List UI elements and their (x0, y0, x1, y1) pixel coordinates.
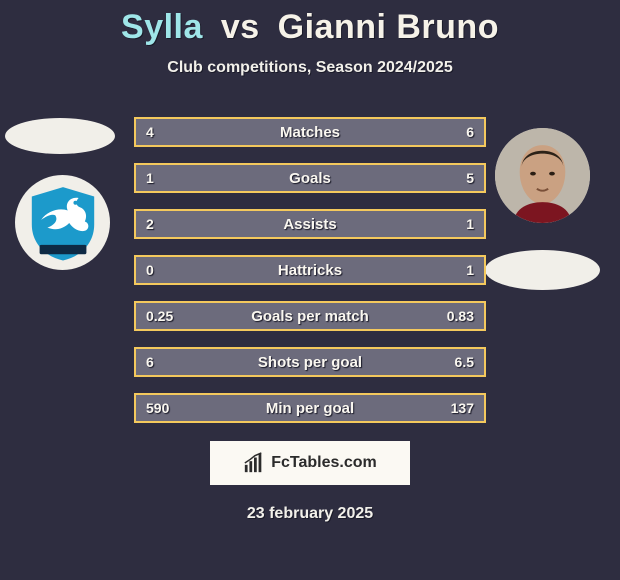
stat-row: 0.250.83Goals per match (134, 301, 486, 331)
stat-row: 01Hattricks (134, 255, 486, 285)
stat-value-right: 6 (456, 119, 484, 145)
stat-value-right: 1 (456, 257, 484, 283)
player2-avatar (495, 128, 590, 223)
stat-value-left: 590 (136, 395, 179, 421)
stat-value-left: 0.25 (136, 303, 183, 329)
comparison-date: 23 february 2025 (0, 505, 620, 523)
player-face-icon (495, 128, 590, 223)
stat-value-right: 137 (441, 395, 484, 421)
stat-value-right: 5 (456, 165, 484, 191)
stats-container: 46Matches15Goals21Assists01Hattricks0.25… (134, 117, 486, 423)
player2-club-placeholder-ellipse (485, 250, 600, 290)
stat-fill-right (136, 257, 484, 283)
player1-club-crest (15, 175, 110, 270)
stat-value-left: 0 (136, 257, 164, 283)
site-label: FcTables.com (271, 454, 377, 472)
stat-row: 15Goals (134, 163, 486, 193)
stat-value-left: 4 (136, 119, 164, 145)
stat-fill-left (136, 211, 369, 237)
stat-value-left: 6 (136, 349, 164, 375)
subtitle: Club competitions, Season 2024/2025 (0, 59, 620, 77)
stat-value-right: 6.5 (445, 349, 484, 375)
stat-value-right: 1 (456, 211, 484, 237)
player1-name: Sylla (121, 8, 203, 46)
stat-row: 66.5Shots per goal (134, 347, 486, 377)
stat-row: 590137Min per goal (134, 393, 486, 423)
vs-label: vs (221, 8, 260, 46)
stat-row: 46Matches (134, 117, 486, 147)
club-shield-icon (24, 184, 102, 262)
chart-icon (243, 452, 265, 474)
site-badge[interactable]: FcTables.com (210, 441, 410, 485)
player1-placeholder-ellipse (5, 118, 115, 154)
stat-value-right: 0.83 (437, 303, 484, 329)
stat-value-left: 1 (136, 165, 164, 191)
stat-fill-right (275, 119, 484, 145)
stat-fill-right (195, 165, 484, 191)
stat-row: 21Assists (134, 209, 486, 239)
stat-value-left: 2 (136, 211, 164, 237)
comparison-title: Sylla vs Gianni Bruno (0, 0, 620, 47)
player2-name: Gianni Bruno (278, 8, 499, 46)
